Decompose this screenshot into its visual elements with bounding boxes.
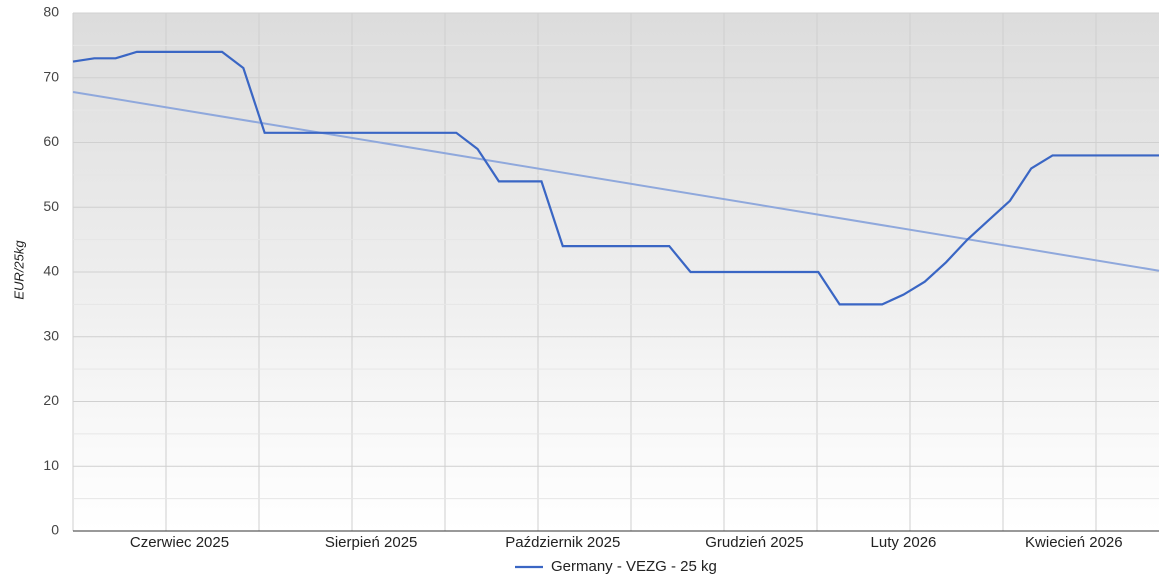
x-tick-label: Sierpień 2025 bbox=[325, 534, 418, 551]
y-tick-label: 80 bbox=[43, 4, 59, 20]
y-tick-label: 50 bbox=[43, 198, 59, 214]
x-tick-label: Czerwiec 2025 bbox=[130, 534, 229, 551]
series-line bbox=[72, 50, 1159, 306]
y-tick-label: 20 bbox=[43, 392, 59, 408]
y-tick-label: 0 bbox=[51, 522, 59, 538]
y-tick-label: 60 bbox=[43, 133, 59, 149]
y-tick-label: 10 bbox=[43, 457, 59, 473]
y-tick-label: 40 bbox=[43, 263, 59, 279]
legend-label: Germany - VEZG - 25 kg bbox=[551, 558, 717, 575]
y-axis-label: EUR/25kg bbox=[11, 240, 26, 300]
x-tick-label: Październik 2025 bbox=[505, 534, 620, 551]
x-tick-label: Grudzień 2025 bbox=[705, 534, 803, 551]
x-tick-label: Kwiecień 2026 bbox=[1025, 534, 1123, 551]
y-tick-label: 70 bbox=[43, 68, 59, 84]
y-tick-label: 30 bbox=[43, 327, 59, 343]
x-tick-label: Luty 2026 bbox=[871, 534, 937, 551]
trendline bbox=[72, 91, 1160, 272]
